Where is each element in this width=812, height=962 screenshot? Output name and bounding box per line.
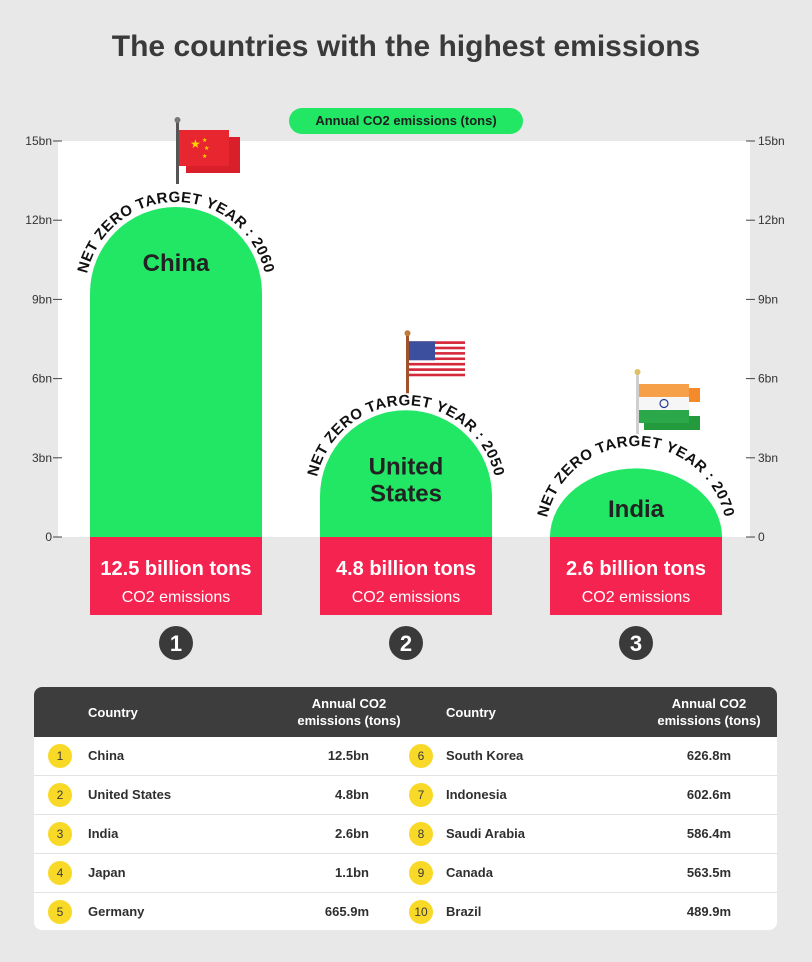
value-label-box [90,537,262,615]
table-row: 5 Germany 665.9m 10 Brazil 489.9m [34,893,777,930]
y-tick-label-right: 15bn [758,134,785,148]
table-row: 3 India 2.6bn 8 Saudi Arabia 586.4m [34,815,777,854]
value-sub-label: CO2 emissions [582,589,690,606]
svg-text:★: ★ [190,137,201,151]
rank-badge: 9 [409,861,433,885]
y-tick-label-right: 9bn [758,292,778,306]
country-cell: China [88,748,125,763]
bar-name-label: China [143,250,210,277]
header-emissions-right: Annual CO2 emissions (tons) [657,696,761,728]
emissions-cell: 586.4m [686,826,731,841]
y-tick-label-right: 6bn [758,372,778,386]
value-sub-label: CO2 emissions [352,589,460,606]
y-tick-label-left: 15bn [25,134,52,148]
rank-circle [619,626,653,660]
legend-label: Annual CO2 emissions (tons) [289,108,523,134]
table-header: Country Annual CO2 emissions (tons) Coun… [34,687,777,737]
table-row: 1 China 12.5bn 6 South Korea 626.8m [34,737,777,776]
rank-badge: 2 [48,783,72,807]
emissions-cell: 2.6bn [335,826,369,841]
y-tick-label-right: 0 [758,530,765,544]
value-label: 12.5 billion tons [100,558,251,580]
rank-circle [389,626,423,660]
country-cell: Indonesia [446,787,507,802]
country-cell: India [88,826,119,841]
emissions-cell: 563.5m [686,865,731,880]
value-sub-label: CO2 emissions [122,589,230,606]
country-cell: Saudi Arabia [446,826,525,841]
emissions-cell: 12.5bn [327,748,369,763]
country-cell: United States [88,787,172,802]
rank-number: 2 [400,631,412,656]
svg-text:★: ★ [204,145,209,152]
y-tick-label-right: 12bn [758,213,785,227]
country-cell: Germany [88,904,145,919]
page-title: The countries with the highest emissions [111,30,701,63]
bar-name-label: India [608,496,665,523]
emissions-cell: 489.9m [686,904,731,919]
country-cell: South Korea [446,748,524,763]
emissions-cell: 1.1bn [335,865,369,880]
rank-badge: 1 [48,744,72,768]
svg-text:★: ★ [202,137,207,144]
value-label: 4.8 billion tons [336,558,476,580]
emissions-table: Country Annual CO2 emissions (tons) Coun… [34,687,777,930]
bar-china [90,207,262,537]
country-cell: Brazil [446,904,482,919]
emissions-cell: 602.6m [686,787,731,802]
table-row: 4 Japan 1.1bn 9 Canada 563.5m [34,854,777,893]
country-cell: Japan [88,865,126,880]
header-emissions-left: Annual CO2 emissions (tons) [297,696,401,728]
emissions-cell: 665.9m [324,904,369,919]
rank-badge: 5 [48,900,72,924]
emissions-cell: 626.8m [686,748,731,763]
rank-badge: 10 [409,900,433,924]
y-tick-label-left: 0 [45,530,52,544]
y-tick-label-left: 12bn [25,213,52,227]
emissions-bar-chart: 0 0 3bn 3bn 6bn 6bn 9bn 9bn 12bn 12bn 15bn 15bn Chin… [25,117,785,660]
rank-badge: 3 [48,822,72,846]
india-flag-icon [634,369,700,434]
rank-badge: 4 [48,861,72,885]
bar-name-label: United States [369,453,444,507]
svg-text:★: ★ [202,153,207,160]
usa-flag-icon [404,330,465,394]
value-label-box [320,537,492,615]
y-tick-label-left: 3bn [32,451,52,465]
china-flag-icon: ★ ★★★ [174,117,240,184]
y-tick-label-left: 6bn [32,372,52,386]
y-tick-label-right: 3bn [758,451,778,465]
rank-badge: 7 [409,783,433,807]
bar-united-states [320,410,492,537]
header-country-left: Country [88,704,138,720]
country-cell: Canada [446,865,493,880]
value-label: 2.6 billion tons [566,558,706,580]
rank-number: 1 [170,631,182,656]
bar-india [550,468,722,537]
rank-circle [159,626,193,660]
table-row: 2 United States 4.8bn 7 Indonesia 602.6m [34,776,777,815]
header-country-right: Country [446,704,496,720]
rank-number: 3 [630,631,642,656]
emissions-cell: 4.8bn [335,787,369,802]
y-tick-label-left: 9bn [32,292,52,306]
value-label-box [550,537,722,615]
rank-badge: 6 [409,744,433,768]
rank-badge: 8 [409,822,433,846]
